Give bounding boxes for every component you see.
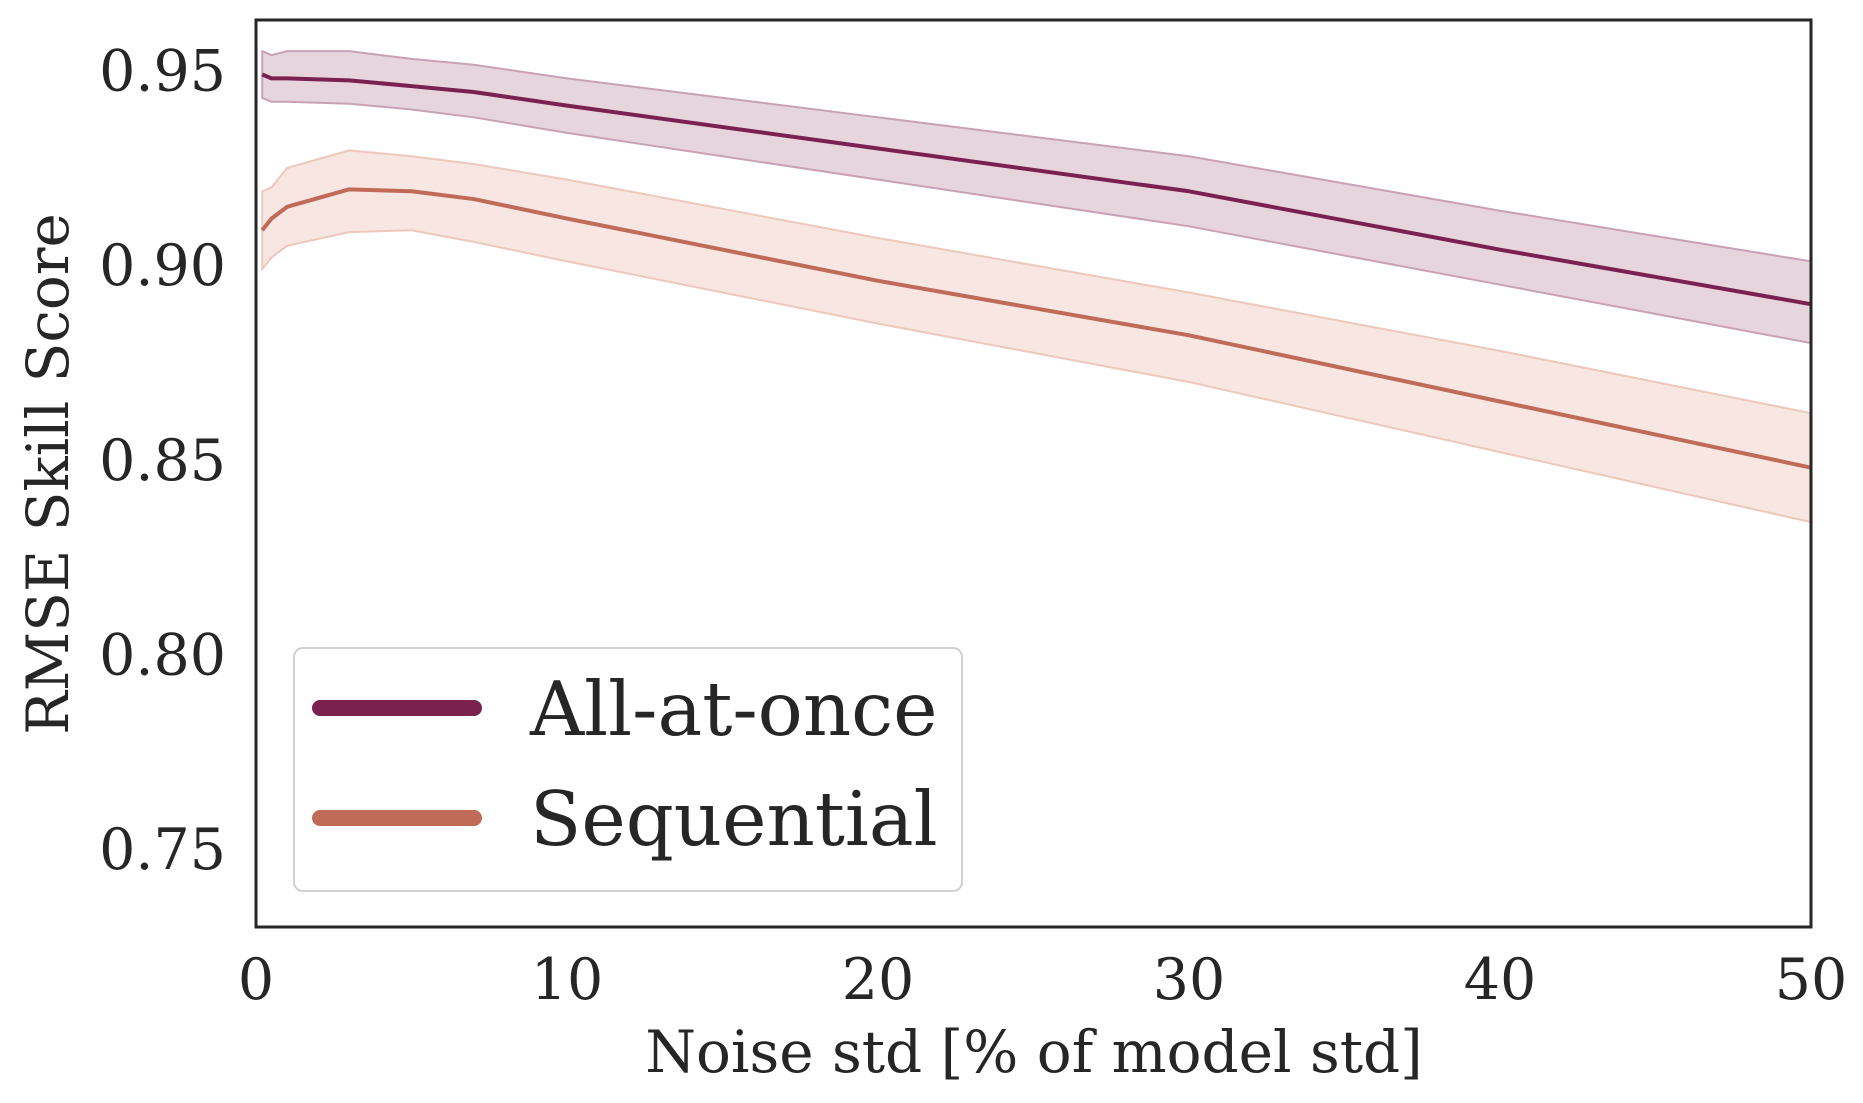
confidence-bands xyxy=(261,49,1812,524)
band-sequential xyxy=(261,149,1812,524)
y-tick-label: 0.85 xyxy=(99,428,226,494)
x-axis-label: Noise std [% of model std] xyxy=(645,1018,1423,1086)
legend-label-all-at-once: All-at-once xyxy=(529,665,938,753)
x-tick-label: 30 xyxy=(1153,947,1226,1013)
y-tick-label: 0.80 xyxy=(99,623,226,689)
line-sequential xyxy=(260,187,1812,470)
x-axis-ticks: 0 10 20 30 40 50 xyxy=(238,947,1847,1013)
x-tick-label: 0 xyxy=(238,947,274,1013)
series-lines xyxy=(260,72,1812,470)
legend-label-sequential: Sequential xyxy=(530,775,938,863)
x-tick-label: 50 xyxy=(1775,947,1848,1013)
y-tick-label: 0.75 xyxy=(99,817,226,883)
legend: All-at-once Sequential xyxy=(293,647,963,892)
plot-frame xyxy=(254,18,1813,929)
x-tick-label: 10 xyxy=(531,947,604,1013)
y-axis-ticks: 0.75 0.80 0.85 0.90 0.95 xyxy=(99,39,226,884)
y-tick-label: 0.95 xyxy=(99,39,226,105)
line-all-at-once xyxy=(261,72,1812,307)
x-tick-label: 20 xyxy=(842,947,915,1013)
y-tick-label: 0.90 xyxy=(99,233,226,299)
x-tick-label: 40 xyxy=(1464,947,1537,1013)
y-axis-label: RMSE Skill Score xyxy=(14,213,82,735)
